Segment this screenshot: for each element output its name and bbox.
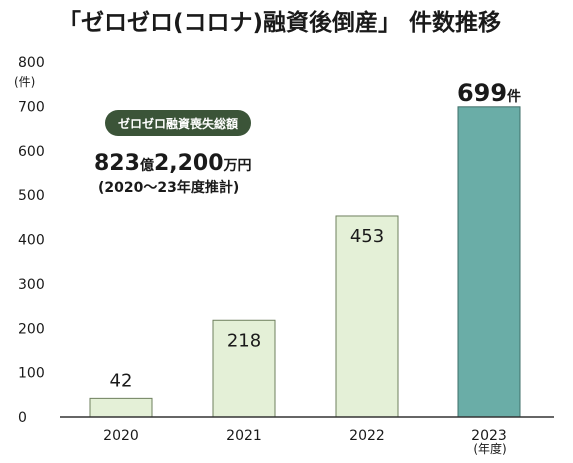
y-tick-label: 0: [18, 410, 27, 426]
annotation-amount: 823億2,200万円: [94, 151, 252, 176]
y-tick-label: 600: [18, 144, 45, 160]
x-tick-label: 2021: [226, 428, 262, 444]
y-tick-label: 300: [18, 277, 45, 293]
bar: [335, 215, 399, 418]
y-tick-label: 500: [18, 188, 45, 204]
annotation-note: (2020〜23年度推計): [98, 179, 239, 196]
bar-value-label: 453: [350, 226, 384, 247]
bar: [89, 397, 153, 418]
y-tick-label: 100: [18, 366, 45, 382]
y-tick-label: 700: [18, 99, 45, 115]
x-tick-label: 2020: [103, 428, 139, 444]
bar-value-label: 699件: [457, 79, 521, 107]
x-unit-label: (年度): [473, 441, 506, 456]
bar: [457, 106, 521, 418]
y-tick-label: 200: [18, 321, 45, 337]
y-axis-ticks: 0 100 200 300 400 500 600 700 800: [18, 55, 45, 426]
bar-value-label: 218: [227, 330, 261, 351]
x-tick-label: 2023: [471, 428, 507, 444]
annotation-badge-text: ゼロゼロ融資喪失総額: [118, 116, 238, 131]
bar-value-label: 42: [110, 370, 133, 391]
x-tick-label: 2022: [349, 428, 385, 444]
bars: 42 218 453 699件: [89, 79, 521, 418]
y-unit-label: (件): [14, 75, 35, 89]
y-tick-label: 400: [18, 233, 45, 249]
y-tick-label: 800: [18, 55, 45, 71]
x-axis-ticks: 2020 2021 2022 2023: [103, 428, 507, 444]
chart-title: 「ゼロゼロ(コロナ)融資後倒産」 件数推移: [58, 9, 501, 36]
annotation: ゼロゼロ融資喪失総額 823億2,200万円 (2020〜23年度推計): [94, 110, 252, 196]
bar: [212, 319, 276, 418]
annotation-badge: [105, 110, 251, 136]
